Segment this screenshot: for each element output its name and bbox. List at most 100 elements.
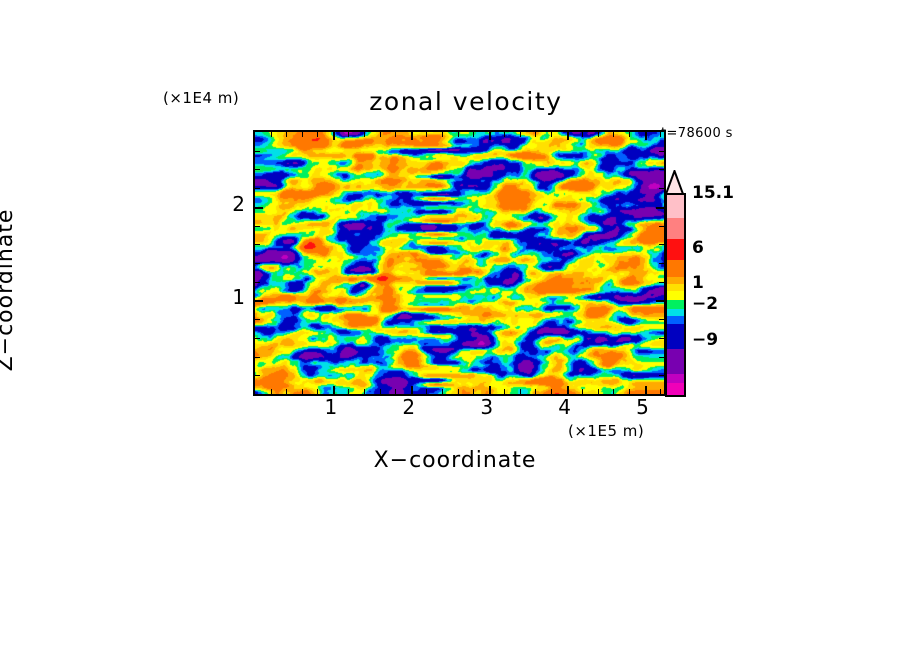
axis-tick xyxy=(519,132,521,137)
axis-tick xyxy=(410,132,413,140)
time-annotation: t=78600 s xyxy=(661,126,733,141)
axis-tick xyxy=(613,132,615,137)
colorbar-label: −2 xyxy=(692,294,719,314)
axis-tick xyxy=(457,132,459,137)
colorbar-band xyxy=(667,284,684,291)
colorbar-band xyxy=(667,316,684,324)
axis-tick xyxy=(656,206,664,209)
axis-tick xyxy=(255,206,263,209)
axis-tick xyxy=(441,389,443,394)
axis-tick xyxy=(255,263,260,264)
axis-tick xyxy=(255,188,260,190)
axis-tick xyxy=(255,300,263,303)
axis-tick xyxy=(255,225,260,227)
velocity-field-image xyxy=(255,132,664,394)
axis-tick xyxy=(613,389,615,394)
axis-tick xyxy=(473,389,475,394)
axis-tick xyxy=(659,375,664,377)
axis-tick xyxy=(255,375,260,377)
axis-tick xyxy=(255,169,260,171)
axis-tick xyxy=(628,132,630,137)
axis-tick xyxy=(457,389,459,394)
axis-tick xyxy=(332,132,335,140)
colorbar-label: −9 xyxy=(692,330,719,350)
axis-tick xyxy=(504,389,506,394)
axis-tick xyxy=(535,389,537,394)
axis-tick xyxy=(395,389,397,394)
axis-tick xyxy=(348,132,350,137)
axis-tick xyxy=(551,132,553,137)
axis-tick xyxy=(255,319,260,321)
axis-tick xyxy=(519,389,521,394)
axis-tick xyxy=(395,132,397,137)
axis-tick xyxy=(659,150,664,152)
axis-tick xyxy=(270,132,272,137)
x-tick-label: 3 xyxy=(480,395,494,419)
axis-tick xyxy=(659,356,664,358)
axis-tick xyxy=(504,132,506,137)
axis-tick xyxy=(628,389,630,394)
axis-tick xyxy=(535,132,537,137)
colorbar-band xyxy=(667,195,684,218)
axis-tick xyxy=(270,389,272,394)
axis-tick xyxy=(255,281,260,283)
colorbar-label: 6 xyxy=(692,238,704,258)
colorbar-arrow-icon xyxy=(664,170,685,195)
axis-tick xyxy=(659,169,664,171)
axis-tick xyxy=(660,132,662,137)
colorbar-label: 1 xyxy=(692,273,704,293)
y-axis-unit-label: (×1E4 m) xyxy=(163,89,240,107)
axis-tick xyxy=(379,132,381,137)
axis-tick xyxy=(301,389,303,394)
axis-tick xyxy=(255,337,260,339)
x-tick-label: 4 xyxy=(558,395,571,419)
axis-tick xyxy=(597,132,599,137)
axis-tick xyxy=(659,188,664,190)
x-tick-label: 5 xyxy=(636,395,649,419)
axis-tick xyxy=(659,281,664,283)
axis-tick xyxy=(348,389,350,394)
colorbar xyxy=(665,193,686,397)
axis-tick xyxy=(255,244,260,246)
axis-tick xyxy=(364,132,366,137)
axis-tick xyxy=(426,389,428,394)
axis-tick xyxy=(644,386,647,394)
colorbar-band xyxy=(667,383,684,395)
axis-tick xyxy=(659,244,664,246)
axis-tick xyxy=(301,132,303,137)
axis-tick xyxy=(582,132,584,137)
colorbar-band xyxy=(667,309,684,316)
y-tick-label: 2 xyxy=(232,191,245,216)
colorbar-band xyxy=(667,349,684,374)
axis-tick xyxy=(488,132,491,140)
axis-tick xyxy=(659,337,664,339)
axis-tick xyxy=(317,389,319,394)
y-tick-label: 1 xyxy=(232,285,245,310)
axis-tick xyxy=(659,225,664,227)
contour-plot-area xyxy=(253,130,666,396)
x-tick-label: 2 xyxy=(402,395,416,419)
axis-tick xyxy=(286,132,288,137)
axis-tick xyxy=(659,263,664,264)
axis-tick xyxy=(379,389,381,394)
axis-tick xyxy=(582,389,584,394)
axis-tick xyxy=(597,389,599,394)
colorbar-band xyxy=(667,374,684,383)
colorbar-band xyxy=(667,291,684,300)
colorbar-label: 15.1 xyxy=(692,183,734,203)
axis-tick xyxy=(659,319,664,321)
axis-tick xyxy=(644,132,647,140)
colorbar-band xyxy=(667,277,684,284)
axis-tick xyxy=(317,132,319,137)
axis-tick xyxy=(332,386,335,394)
axis-tick xyxy=(364,389,366,394)
axis-tick xyxy=(566,386,569,394)
plot-title-text: zonal velocity xyxy=(369,87,563,116)
axis-tick xyxy=(286,389,288,394)
y-axis-title: Z−coordinate xyxy=(0,208,18,372)
axis-tick xyxy=(473,132,475,137)
axis-tick xyxy=(441,132,443,137)
colorbar-band xyxy=(667,239,684,260)
axis-tick xyxy=(426,132,428,137)
